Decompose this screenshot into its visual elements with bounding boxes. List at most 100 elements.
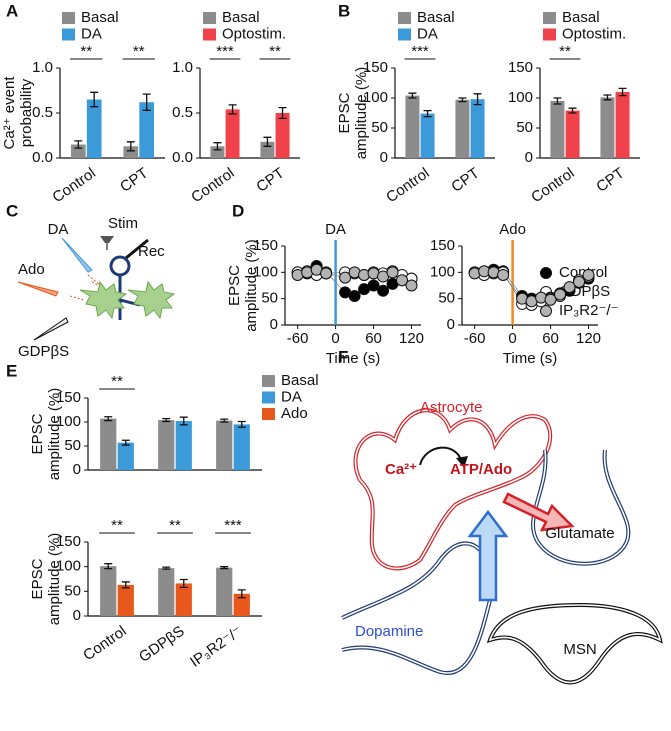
y-axis-label: amplitude (%): [46, 533, 63, 626]
bar: [100, 418, 117, 470]
dopamine-arrow: [467, 509, 509, 602]
legend-swatch: [62, 28, 75, 41]
error-bar: [618, 87, 627, 97]
diagram-label: Rec: [138, 243, 165, 260]
legend-label: Optostim.: [222, 25, 286, 42]
y-axis-label: EPSC: [29, 558, 46, 599]
legend-label: IP₃R2⁻/⁻: [559, 302, 618, 319]
y-axis-label: probability: [18, 78, 35, 147]
error-bar: [220, 566, 229, 570]
data-point: [563, 281, 576, 294]
diagram-label: DA: [48, 221, 69, 238]
x-tick-label: 120: [576, 330, 601, 347]
error-bar: [553, 97, 562, 105]
bar: [233, 593, 250, 616]
bar: [405, 95, 420, 158]
error-bar: [104, 563, 113, 570]
legend-swatch: [398, 12, 411, 24]
x-tick-label: CPT: [448, 165, 482, 196]
error-bar: [162, 417, 171, 423]
bar: [158, 420, 175, 470]
error-bar: [408, 92, 417, 99]
bar: [470, 99, 485, 158]
x-tick-label: Control: [80, 623, 129, 665]
stim-electrode: [100, 236, 114, 243]
x-tick-label: CPT: [253, 165, 287, 196]
data-point: [573, 275, 586, 288]
data-point: [405, 279, 418, 292]
legend-swatch: [62, 12, 75, 24]
significance-label: **: [80, 43, 92, 60]
bar: [100, 566, 117, 616]
legend-swatch: [543, 12, 556, 24]
diagram-label: GDPβS: [18, 343, 69, 360]
x-tick-label: Control: [383, 165, 432, 207]
y-tick-label: 50: [64, 437, 81, 454]
panel-letter: C: [6, 201, 18, 220]
y-tick-label: 50: [261, 290, 278, 307]
error-bar: [237, 589, 246, 599]
y-tick-label: 0: [380, 149, 388, 166]
error-bar: [104, 416, 113, 422]
legend-swatch: [543, 28, 556, 41]
bar: [117, 442, 134, 470]
y-tick-label: 0: [270, 316, 278, 333]
data-point: [497, 268, 510, 281]
diagram-label: Astrocyte: [420, 399, 483, 416]
y-tick-label: 100: [253, 263, 278, 280]
y-axis-label: amplitude (%): [353, 67, 370, 160]
bar: [86, 99, 102, 158]
x-tick-label: Control: [188, 165, 237, 207]
y-tick-label: 150: [56, 533, 81, 550]
legend-label: Ado: [281, 405, 308, 422]
legend-label: Optostim.: [562, 25, 626, 42]
legend-label: DA: [281, 388, 302, 405]
y-tick-label: 1.0: [32, 59, 53, 76]
significance-label: **: [111, 373, 123, 390]
annotation: Ado: [499, 221, 526, 238]
panel-letter: F: [338, 347, 348, 366]
x-tick-label: GDPβS: [136, 623, 188, 666]
atp-arrow: [502, 492, 575, 532]
legend-label: Basal: [222, 9, 260, 26]
error-bar: [126, 141, 135, 152]
x-tick-label: CPT: [593, 165, 627, 196]
error-bar: [162, 566, 171, 570]
x-tick-label: 60: [542, 330, 559, 347]
legend-swatch: [398, 28, 411, 41]
y-tick-label: 0: [447, 316, 455, 333]
data-point: [386, 266, 399, 279]
error-bar: [179, 416, 188, 426]
astrocyte: [79, 280, 128, 320]
legend-marker: [540, 305, 552, 317]
error-bar: [142, 93, 151, 111]
legend-label: DA: [417, 25, 438, 42]
y-tick-label: 0.0: [172, 149, 193, 166]
legend-swatch: [262, 391, 275, 404]
significance-label: ***: [224, 517, 242, 534]
y-axis-label: Ca²⁺ event: [1, 76, 18, 150]
legend-swatch: [203, 28, 216, 41]
x-tick-label: 0: [331, 330, 339, 347]
astrocyte-inner: [354, 409, 551, 570]
bar: [615, 92, 630, 158]
bar: [600, 97, 615, 158]
legend-label: Basal: [281, 372, 319, 389]
glutamate-inner: [532, 449, 630, 565]
bar: [175, 583, 192, 616]
bar: [233, 424, 250, 470]
legend-swatch: [262, 375, 275, 387]
error-bar: [423, 109, 432, 118]
y-tick-label: 50: [64, 582, 81, 599]
data-point: [377, 284, 390, 297]
significance-label: **: [269, 43, 281, 60]
y-tick-label: 100: [430, 263, 455, 280]
diagram-label: Ado: [18, 261, 45, 278]
y-tick-label: 0.0: [32, 149, 53, 166]
error-bar: [179, 578, 188, 589]
error-bar: [74, 140, 83, 149]
y-axis-label: amplitude (%): [46, 388, 63, 481]
y-tick-label: 100: [56, 558, 81, 575]
bar: [123, 146, 139, 158]
x-tick-label: IP₃R2⁻/⁻: [187, 623, 245, 671]
